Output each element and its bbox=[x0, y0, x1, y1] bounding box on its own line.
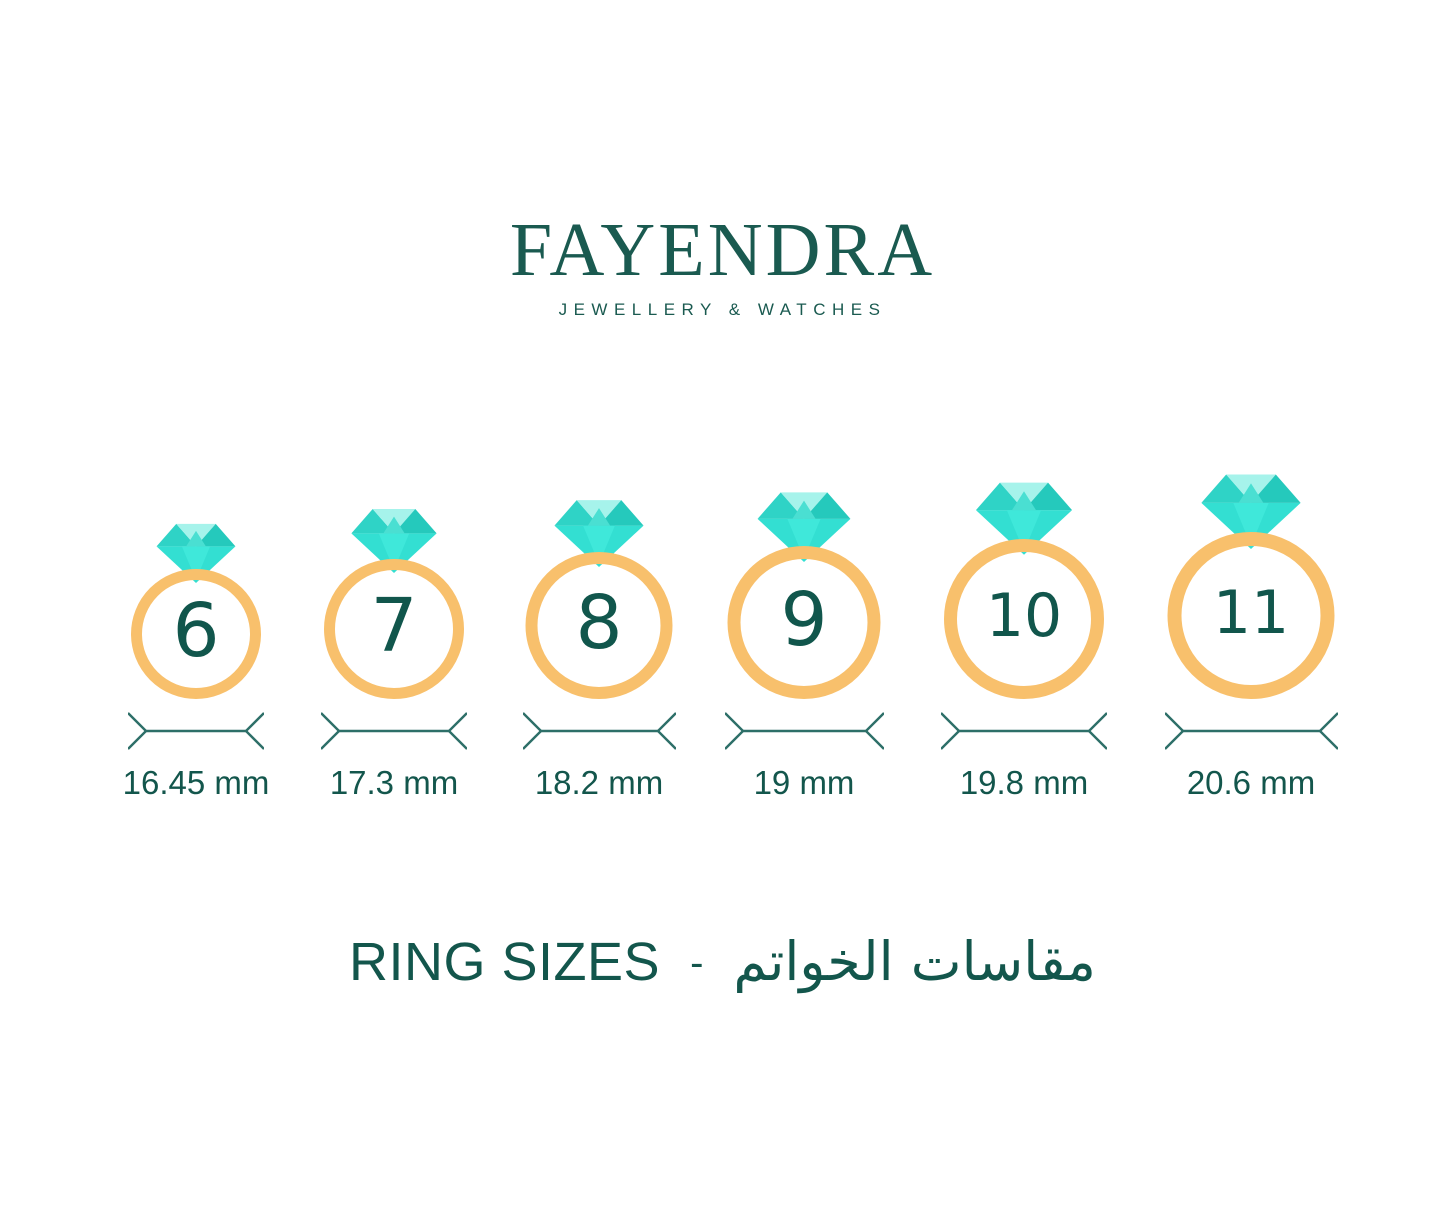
brand-logo: FAYENDRA bbox=[509, 208, 936, 292]
diameter-measure-line bbox=[1164, 712, 1338, 750]
ring-size-number: 11 bbox=[1212, 577, 1290, 648]
diameter-measure-line bbox=[321, 712, 467, 750]
footer-title: RING SIZES - مقاسات الخواتم bbox=[0, 930, 1445, 993]
footer-separator: - bbox=[690, 941, 704, 985]
ring-band: 9 bbox=[727, 546, 881, 699]
brand-tagline: JEWELLERY & WATCHES bbox=[558, 300, 887, 319]
ring-band: 11 bbox=[1167, 532, 1335, 699]
brand-header: FAYENDRA JEWELLERY & WATCHES bbox=[0, 212, 1445, 320]
diamond-icon bbox=[757, 492, 851, 562]
ring-band: 10 bbox=[944, 539, 1104, 699]
diameter-measure-line bbox=[941, 712, 1107, 750]
ring-band: 7 bbox=[324, 559, 464, 699]
diameter-label: 16.45 mm bbox=[122, 764, 270, 801]
diamond-icon bbox=[1201, 474, 1301, 549]
diamond-icon bbox=[156, 523, 236, 583]
ring-size-number: 7 bbox=[370, 583, 418, 669]
ring-size-number: 9 bbox=[780, 576, 828, 663]
diameter-measure-line bbox=[724, 712, 884, 750]
ring-band: 8 bbox=[525, 552, 673, 699]
ring-size-item: 7 17.3 mm bbox=[321, 450, 467, 820]
ring-size-item: 8 18.2 mm bbox=[522, 450, 676, 820]
diameter-label: 19 mm bbox=[753, 764, 855, 801]
ring-band: 6 bbox=[131, 569, 261, 699]
ring-size-item: 10 19.8 mm bbox=[941, 450, 1107, 820]
ring-size-number: 10 bbox=[985, 581, 1063, 651]
diameter-label: 19.8 mm bbox=[959, 764, 1089, 801]
footer-title-english: RING SIZES bbox=[349, 931, 661, 992]
footer-title-arabic: مقاسات الخواتم bbox=[733, 930, 1096, 993]
diamond-icon bbox=[975, 482, 1073, 555]
diameter-measure-line bbox=[128, 712, 264, 750]
diameter-label: 20.6 mm bbox=[1186, 764, 1316, 801]
diamond-icon bbox=[554, 500, 644, 567]
ring-size-number: 6 bbox=[172, 588, 220, 674]
ring-size-number: 8 bbox=[575, 579, 623, 666]
diamond-icon bbox=[351, 509, 437, 573]
ring-size-item: 11 20.6 mm bbox=[1164, 450, 1338, 820]
ring-size-item: 6 16.45 mm bbox=[123, 450, 269, 820]
diameter-label: 18.2 mm bbox=[534, 764, 664, 801]
ring-size-item: 9 19 mm bbox=[724, 450, 884, 820]
diameter-label: 17.3 mm bbox=[329, 764, 459, 801]
diameter-measure-line bbox=[522, 712, 676, 750]
